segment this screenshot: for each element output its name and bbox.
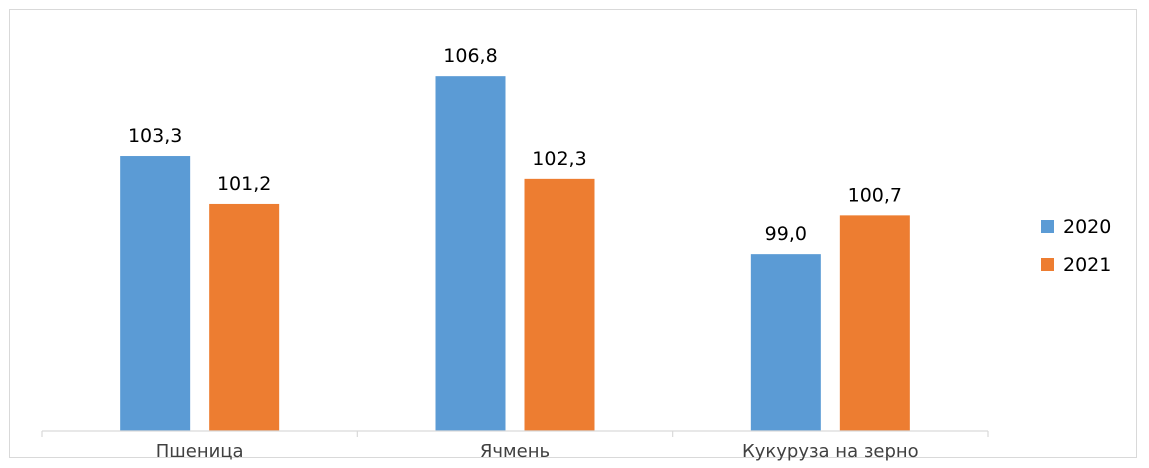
data-label-2020-1: 106,8	[443, 45, 497, 67]
x-axis: Пшеница Ячмень Кукуруза на зерно	[41, 430, 989, 462]
data-label-2021-1: 102,3	[532, 148, 586, 170]
bars-layer	[120, 76, 910, 432]
data-label-2020-0: 103,3	[128, 125, 182, 147]
data-labels-layer: 103,3 101,2 106,8 102,3 99,0 100,7	[128, 45, 902, 245]
category-label-2: Кукуруза на зерно	[742, 441, 919, 462]
category-label-1: Ячмень	[480, 441, 550, 462]
category-label-0: Пшеница	[156, 441, 244, 462]
legend-swatch-2020	[1041, 220, 1054, 233]
bar-2020-1	[435, 76, 506, 432]
legend: 2020 2021	[1041, 216, 1111, 276]
bar-2021-1	[524, 178, 595, 431]
data-label-2020-2: 99,0	[765, 223, 807, 245]
legend-label-2020: 2020	[1063, 216, 1111, 238]
bar-2020-2	[750, 254, 821, 431]
legend-label-2021: 2021	[1063, 254, 1111, 276]
bar-2021-0	[209, 203, 280, 431]
data-label-2021-0: 101,2	[217, 173, 271, 195]
bar-2020-0	[120, 156, 191, 432]
legend-swatch-2021	[1041, 258, 1054, 271]
data-label-2021-2: 100,7	[848, 184, 902, 206]
bar-2021-2	[839, 215, 910, 431]
